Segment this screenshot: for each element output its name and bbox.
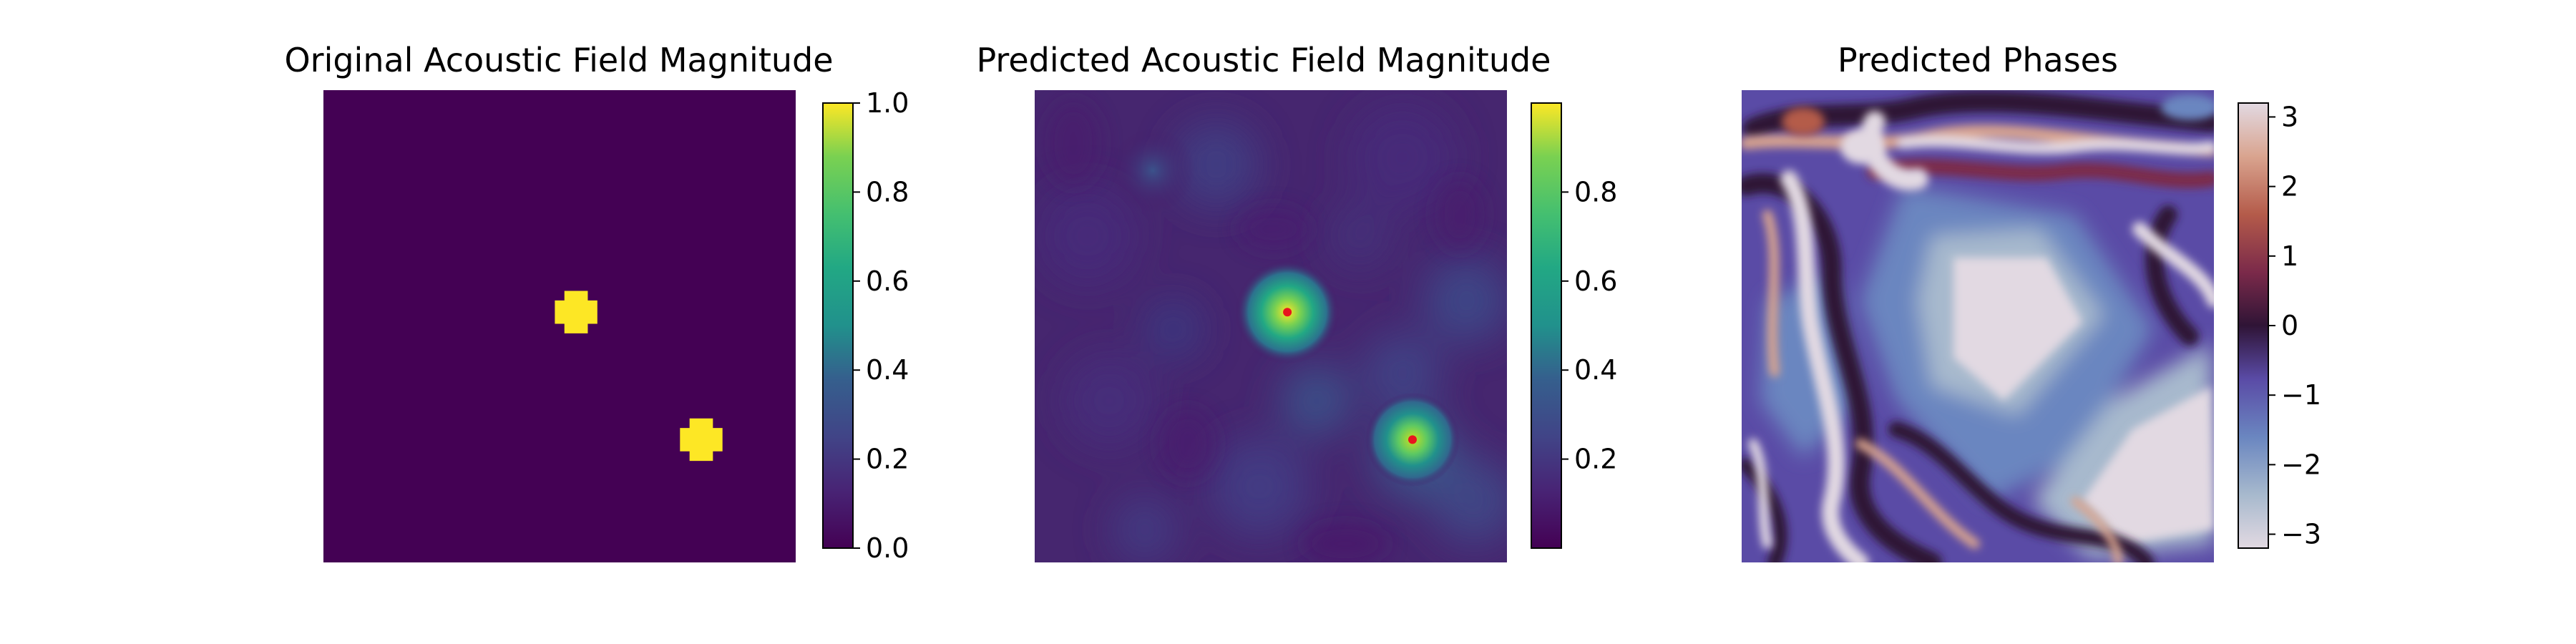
colorbar-tick-label: 0.8 (1574, 176, 1617, 208)
colorbar-tick-label: 0.2 (1574, 444, 1617, 475)
title-predicted-phases: Predicted Phases (1838, 41, 2118, 79)
colorbar-tick-label: 0.2 (866, 444, 909, 475)
colorbar-tick-label: 0.0 (866, 532, 909, 564)
colorbar-predicted: 0.2 0.4 0.6 0.8 (1531, 102, 1617, 549)
predicted-focus-3 (1110, 127, 1196, 213)
original-spots (555, 291, 723, 462)
title-original-magnitude: Original Acoustic Field Magnitude (284, 41, 833, 79)
colorbar-tick-label: 1.0 (866, 87, 909, 119)
focus-spot-2 (680, 418, 723, 462)
focus-spot-1 (555, 291, 597, 333)
colorbar-tick-label: −3 (2281, 519, 2321, 550)
colorbar-phases: −3 −2 −1 0 1 2 3 (2238, 101, 2321, 550)
panel-original-magnitude: Original Acoustic Field Magnitude 0.0 0.2… (284, 41, 909, 564)
colorbar-tick-label: 3 (2281, 101, 2298, 132)
colorbar-tick-label: 0.4 (866, 354, 909, 386)
colorbar-tick-label: 0 (2281, 310, 2298, 341)
colorbar-tick-label: 0.6 (866, 265, 909, 297)
heatmap-original-magnitude (323, 90, 796, 562)
target-marker-2 (1408, 435, 1417, 444)
colorbar-predicted-gradient (1531, 102, 1562, 549)
heatmap-predicted-phases (1742, 90, 2214, 562)
panel-predicted-phases: Predicted Phases (1742, 41, 2321, 562)
colorbar-phases-gradient (2238, 102, 2269, 549)
target-markers (1283, 308, 1417, 444)
heatmap-predicted-magnitude (1035, 90, 1507, 562)
title-predicted-magnitude: Predicted Acoustic Field Magnitude (976, 41, 1551, 79)
colorbar-original-gradient (822, 102, 854, 549)
colorbar-tick-label: −1 (2281, 379, 2321, 411)
predicted-spots (1110, 127, 1460, 487)
colorbar-tick-label: 0.6 (1574, 265, 1617, 297)
colorbar-tick-label: 2 (2281, 171, 2298, 203)
target-marker-1 (1283, 308, 1292, 317)
colorbar-original: 0.0 0.2 0.4 0.6 0.8 1.0 (822, 87, 909, 564)
colorbar-tick-label: −2 (2281, 449, 2321, 480)
colorbar-tick-label: 0.4 (1574, 354, 1617, 386)
panel-predicted-magnitude: Predicted Acoustic Field Magnitude (976, 41, 1617, 562)
colorbar-tick-label: 0.8 (866, 176, 909, 208)
colorbar-tick-label: 1 (2281, 240, 2298, 272)
